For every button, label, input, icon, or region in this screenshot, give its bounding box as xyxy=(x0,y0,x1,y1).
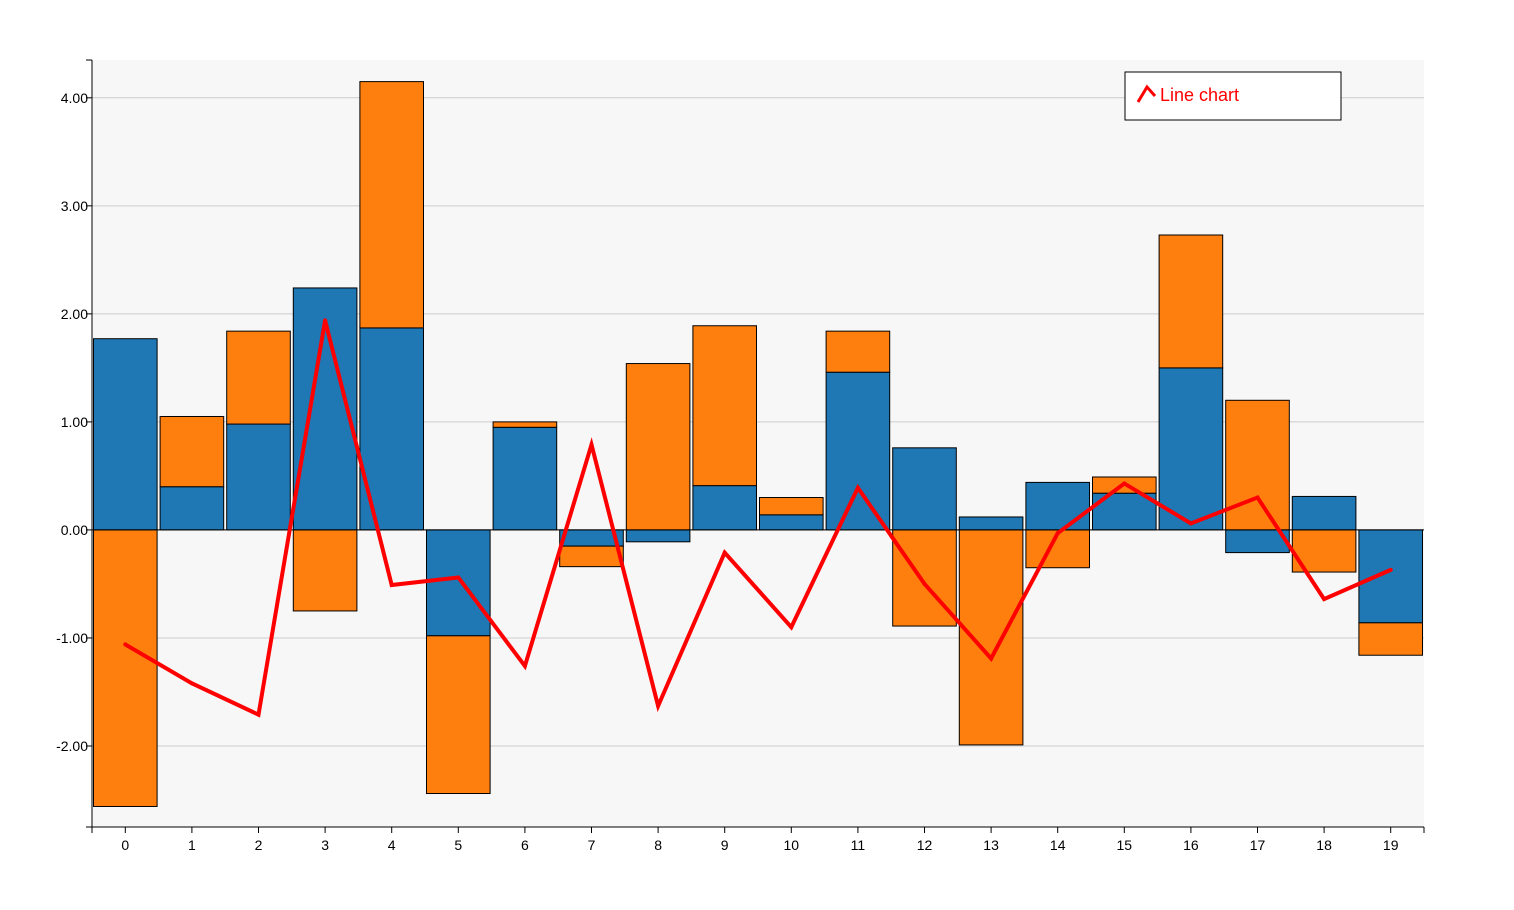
y-axis: -2.00 -1.00 0.00 1.00 2.00 3.00 4.00 xyxy=(56,59,93,828)
line-point-5[interactable] xyxy=(456,575,461,580)
x-axis: 0 1 2 3 4 5 6 7 8 9 10 11 12 13 14 15 16 17 18 19 xyxy=(91,826,1425,853)
line-point-17[interactable] xyxy=(1255,495,1260,500)
bar-series-0-cat-5[interactable] xyxy=(426,529,491,637)
x-tick-label: 3 xyxy=(321,837,329,853)
legend-box xyxy=(1124,71,1342,121)
line-point-2[interactable] xyxy=(256,712,261,717)
line-point-4[interactable] xyxy=(389,583,394,588)
x-tick-label: 5 xyxy=(454,837,462,853)
bar-series-1-cat-4[interactable] xyxy=(359,81,424,329)
x-tick-label: 15 xyxy=(1117,837,1133,853)
bar-series-0-cat-2[interactable] xyxy=(226,423,291,531)
y-tick-label: -1.00 xyxy=(56,630,88,646)
bar-series-1-cat-5[interactable] xyxy=(426,635,491,795)
line-point-13[interactable] xyxy=(989,656,994,661)
bar-series-1-cat-19[interactable] xyxy=(1358,622,1424,656)
y-tick-label: -2.00 xyxy=(56,738,88,754)
bar-series-0-cat-10[interactable] xyxy=(759,514,824,531)
bar-series-1-cat-6[interactable] xyxy=(492,421,558,428)
line-point-18[interactable] xyxy=(1322,597,1327,602)
y-tick-label: 4.00 xyxy=(61,90,88,106)
legend[interactable]: Line chart xyxy=(1124,71,1342,121)
y-tick-label: 1.00 xyxy=(61,414,88,430)
bar-series-0-cat-12[interactable] xyxy=(892,447,957,531)
line-point-9[interactable] xyxy=(722,550,727,555)
bar-series-0-cat-9[interactable] xyxy=(692,485,758,531)
x-tick-label: 19 xyxy=(1383,837,1399,853)
line-point-10[interactable] xyxy=(789,625,794,630)
legend-label: Line chart xyxy=(1160,85,1239,105)
y-tick-label: 2.00 xyxy=(61,306,88,322)
bar-series-0-cat-8[interactable] xyxy=(625,529,691,543)
line-point-19[interactable] xyxy=(1388,567,1393,572)
bar-series-0-cat-16[interactable] xyxy=(1158,367,1224,531)
x-tick-label: 12 xyxy=(917,837,933,853)
y-tick-label: 0.00 xyxy=(61,522,88,538)
line-point-6[interactable] xyxy=(522,664,527,669)
bar-series-1-cat-16[interactable] xyxy=(1158,234,1224,369)
plot-background xyxy=(92,60,1424,827)
bar-series-1-cat-7[interactable] xyxy=(559,545,624,568)
bar-series-0-cat-18[interactable] xyxy=(1291,495,1357,531)
legend-line-icon xyxy=(1136,84,1157,103)
line-point-1[interactable] xyxy=(189,681,194,686)
bar-series-0-cat-13[interactable] xyxy=(958,516,1024,531)
x-tick-label: 2 xyxy=(255,837,263,853)
x-tick-label: 0 xyxy=(121,837,129,853)
x-tick-label: 7 xyxy=(588,837,596,853)
line-point-11[interactable] xyxy=(855,485,860,490)
bar-series-0-cat-1[interactable] xyxy=(159,486,225,531)
bar-series-0-cat-4[interactable] xyxy=(359,327,424,531)
line-point-16[interactable] xyxy=(1188,521,1193,526)
line-series-path[interactable] xyxy=(124,319,1392,718)
bar-series-1-cat-0[interactable] xyxy=(93,529,158,807)
line-series xyxy=(123,318,1393,718)
line-point-0[interactable] xyxy=(123,642,128,647)
line-point-12[interactable] xyxy=(922,581,927,586)
x-tick-label: 16 xyxy=(1183,837,1199,853)
x-tick-label: 10 xyxy=(784,837,800,853)
bar-series-1-cat-2[interactable] xyxy=(226,330,291,425)
bar-series-1-cat-13[interactable] xyxy=(958,529,1024,746)
bar-series-1-cat-11[interactable] xyxy=(825,330,891,373)
bar-series-0-cat-14[interactable] xyxy=(1025,481,1091,531)
line-point-15[interactable] xyxy=(1122,481,1127,486)
bar-series-1-cat-9[interactable] xyxy=(692,325,758,487)
bar-series-0-cat-6[interactable] xyxy=(492,426,558,531)
bars xyxy=(93,81,1424,807)
bar-series-0-cat-0[interactable] xyxy=(93,338,158,531)
line-point-14[interactable] xyxy=(1055,531,1060,536)
line-point-7[interactable] xyxy=(589,442,594,447)
bar-series-1-cat-10[interactable] xyxy=(759,497,824,516)
x-tick-label: 11 xyxy=(851,837,866,853)
x-tick-label: 13 xyxy=(983,837,999,853)
line-point-8[interactable] xyxy=(656,704,661,709)
bar-series-1-cat-17[interactable] xyxy=(1225,399,1290,531)
bar-series-0-cat-11[interactable] xyxy=(825,371,891,531)
bar-series-1-cat-8[interactable] xyxy=(625,363,691,531)
x-tick-label: 4 xyxy=(388,837,396,853)
x-tick-label: 14 xyxy=(1050,837,1066,853)
x-tick-label: 18 xyxy=(1316,837,1332,853)
line-point-3[interactable] xyxy=(323,318,328,323)
bar-series-1-cat-1[interactable] xyxy=(159,415,225,488)
x-tick-label: 1 xyxy=(188,837,196,853)
x-tick-label: 6 xyxy=(521,837,529,853)
bar-series-0-cat-19[interactable] xyxy=(1358,529,1424,624)
x-tick-label: 9 xyxy=(721,837,729,853)
x-tick-label: 8 xyxy=(654,837,662,853)
y-tick-label: 3.00 xyxy=(61,198,88,214)
bar-series-1-cat-3[interactable] xyxy=(292,529,358,612)
x-tick-label: 17 xyxy=(1250,837,1266,853)
